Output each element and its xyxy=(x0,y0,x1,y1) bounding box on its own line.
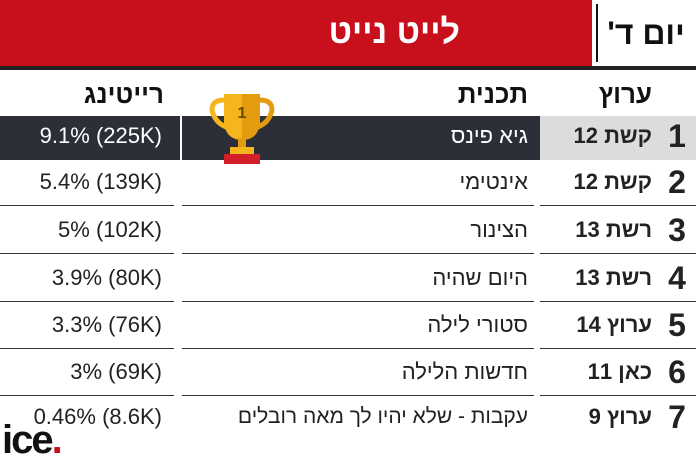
header-divider xyxy=(0,66,696,70)
row-divider xyxy=(0,348,174,349)
table-row: 7 ערוץ 9 עקבות - שלא יהיו לך מאה רובלים … xyxy=(0,397,696,441)
row-highlight-rank xyxy=(540,116,696,160)
row-divider xyxy=(540,301,696,302)
row-show: חדשות הלילה xyxy=(401,359,528,384)
column-header-rating: רייטינג xyxy=(83,79,164,109)
row-divider xyxy=(540,205,696,206)
column-header-show: תכנית xyxy=(457,79,528,109)
row-rank: 3 xyxy=(668,212,686,248)
row-divider xyxy=(540,395,696,396)
row-show: היום שהיה xyxy=(432,265,528,290)
row-show: אינטימי xyxy=(459,169,528,194)
day-label: יום ד' xyxy=(596,4,694,62)
column-header-channel: ערוץ xyxy=(598,79,652,109)
row-divider xyxy=(0,301,174,302)
table-row: 2 קשת 12 אינטימי (139K) 5.4% xyxy=(0,162,696,206)
row-rank: 1 xyxy=(668,118,686,154)
row-rank: 6 xyxy=(668,354,686,390)
row-divider xyxy=(182,205,534,206)
row-divider xyxy=(182,253,534,254)
row-highlight xyxy=(0,116,540,160)
row-rank: 7 xyxy=(668,399,686,435)
logo-text: ice xyxy=(2,418,54,462)
row-divider xyxy=(182,348,534,349)
row-show: הצינור xyxy=(470,217,528,242)
table-row: 6 כאן 11 חדשות הלילה (69K) 3% xyxy=(0,352,696,396)
row-show: גיא פינס xyxy=(450,123,528,148)
table-row: 5 ערוץ 14 סטורי לילה (76K) 3.3% xyxy=(0,305,696,349)
row-divider xyxy=(182,395,534,396)
row-rating: (76K) 3.3% xyxy=(51,312,162,337)
row-channel: קשת 12 xyxy=(573,169,653,194)
header-banner: לייט נייט xyxy=(0,0,592,66)
trophy-icon: 1 xyxy=(209,94,275,164)
row-channel: קשת 12 xyxy=(573,123,653,148)
row-rating: (102K) 5% xyxy=(58,217,162,242)
row-divider xyxy=(0,205,174,206)
row-channel: ערוץ 14 xyxy=(576,312,652,337)
row-divider xyxy=(540,348,696,349)
row-divider xyxy=(540,253,696,254)
row-rating: (225K) 9.1% xyxy=(39,123,162,148)
row-rank: 2 xyxy=(668,164,686,200)
row-divider xyxy=(0,395,174,396)
row-rating: (80K) 3.9% xyxy=(51,265,162,290)
row-channel: ערוץ 9 xyxy=(588,404,652,429)
row-divider xyxy=(0,253,174,254)
table-row: 1 קשת 12 גיא פינס (225K) 9.1% xyxy=(0,116,696,160)
ice-logo: ice. xyxy=(2,418,63,462)
header: לייט נייט יום ד' xyxy=(0,0,696,66)
row-divider xyxy=(182,301,534,302)
row-show: עקבות - שלא יהיו לך מאה רובלים xyxy=(237,405,528,428)
trophy-label: 1 xyxy=(238,105,247,122)
row-rank: 4 xyxy=(668,260,686,296)
table-row: 3 רשת 13 הצינור (102K) 5% xyxy=(0,210,696,254)
row-rating: (8.6K) 0.46% xyxy=(33,404,162,429)
logo-dot: . xyxy=(51,418,63,462)
row-channel: כאן 11 xyxy=(587,359,652,384)
table-row: 4 רשת 13 היום שהיה (80K) 3.9% xyxy=(0,258,696,302)
row-rating: (139K) 5.4% xyxy=(39,169,162,194)
row-channel: רשת 13 xyxy=(575,265,652,290)
row-channel: רשת 13 xyxy=(575,217,652,242)
column-divider xyxy=(180,116,182,160)
page-title: לייט נייט xyxy=(328,13,460,51)
row-rank: 5 xyxy=(668,307,686,343)
row-rating: (69K) 3% xyxy=(70,359,162,384)
row-show: סטורי לילה xyxy=(427,312,528,337)
